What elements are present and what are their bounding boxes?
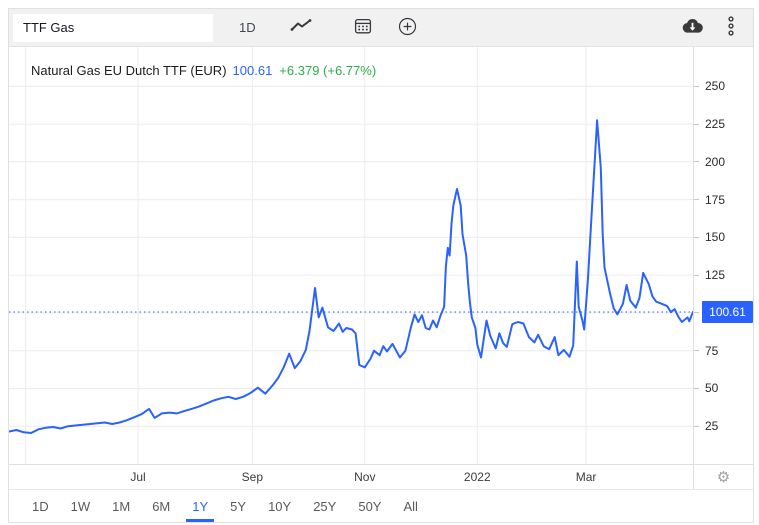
- y-axis-tick-175: 175: [694, 193, 725, 207]
- kebab-menu-icon: [727, 15, 735, 40]
- download-button[interactable]: [676, 15, 709, 40]
- symbol-search-input[interactable]: [13, 13, 213, 42]
- y-axis-label: 25: [705, 419, 719, 434]
- range-button-50y[interactable]: 50Y: [347, 490, 392, 522]
- tick-mark: [694, 387, 699, 389]
- y-axis-tick-50: 50: [694, 381, 718, 395]
- y-axis-tick-200: 200: [694, 155, 725, 169]
- y-axis-label: 250: [705, 79, 726, 94]
- legend-change: +6.379 (+6.77%): [279, 63, 377, 78]
- range-selector: 1D 1W 1M 6M 1Y 5Y 10Y 25Y 50Y All: [9, 489, 753, 522]
- last-price-tag: 100.61: [702, 300, 753, 323]
- range-button-1y[interactable]: 1Y: [181, 490, 219, 522]
- y-axis-label: 50: [705, 381, 719, 396]
- cloud-download-icon: [680, 17, 705, 38]
- y-axis-label: 175: [705, 192, 726, 207]
- x-axis-label-jul: Jul: [130, 470, 146, 484]
- chart-legend: Natural Gas EU Dutch TTF (EUR) 100.61 +6.3…: [31, 63, 376, 78]
- y-axis-label: 225: [705, 117, 726, 132]
- range-button-1d[interactable]: 1D: [21, 490, 60, 522]
- y-axis-label: 125: [705, 268, 726, 283]
- active-range-underline: [186, 519, 215, 522]
- legend-last-price: 100.61: [232, 63, 273, 78]
- tick-mark: [694, 161, 699, 163]
- axis-corner: ⚙: [693, 465, 753, 489]
- chart-body: Natural Gas EU Dutch TTF (EUR) 100.61 +6.3…: [9, 47, 753, 464]
- time-axis-row: Jul Sep Nov 2022 Mar ⚙: [9, 464, 753, 489]
- more-menu-button[interactable]: [723, 13, 739, 42]
- chart-widget: 1D: [8, 8, 754, 523]
- calendar-button[interactable]: [350, 15, 376, 40]
- range-button-1m[interactable]: 1M: [101, 490, 141, 522]
- symbol-title: Natural Gas EU Dutch TTF (EUR): [31, 63, 227, 78]
- price-line-chart[interactable]: [9, 47, 693, 464]
- range-button-25y[interactable]: 25Y: [302, 490, 347, 522]
- tick-mark: [694, 85, 699, 87]
- x-axis-label-mar: Mar: [575, 470, 597, 484]
- calendar-icon: [354, 17, 372, 38]
- tick-mark: [694, 236, 699, 238]
- y-axis-tick-25: 25: [694, 419, 718, 433]
- tick-mark: [694, 123, 699, 125]
- chart-settings-button[interactable]: ⚙: [717, 470, 730, 485]
- y-axis-tick-75: 75: [694, 344, 718, 358]
- range-button-all[interactable]: All: [392, 490, 428, 522]
- y-axis-tick-250: 250: [694, 79, 725, 93]
- x-axis-label-nov: Nov: [354, 470, 376, 484]
- tick-mark: [694, 274, 699, 276]
- price-axis[interactable]: 255075100125150175200225250100.61: [693, 47, 753, 464]
- y-axis-tick-150: 150: [694, 230, 725, 244]
- line-chart-icon: [290, 17, 312, 38]
- x-axis-label-sep: Sep: [241, 470, 264, 484]
- chart-style-button[interactable]: [286, 15, 316, 40]
- y-axis-label: 200: [705, 154, 726, 169]
- interval-button[interactable]: 1D: [235, 18, 260, 37]
- y-axis-tick-125: 125: [694, 268, 725, 282]
- plus-circle-icon: [398, 17, 417, 39]
- tick-mark: [694, 312, 699, 314]
- chart-toolbar: 1D: [9, 9, 753, 47]
- y-axis-label: 150: [705, 230, 726, 245]
- compare-add-button[interactable]: [394, 15, 421, 41]
- y-axis-tick-225: 225: [694, 117, 725, 131]
- range-button-10y[interactable]: 10Y: [257, 490, 302, 522]
- tick-mark: [694, 199, 699, 201]
- range-button-5y[interactable]: 5Y: [219, 490, 257, 522]
- time-axis[interactable]: Jul Sep Nov 2022 Mar: [9, 465, 693, 489]
- price-chart-area[interactable]: Natural Gas EU Dutch TTF (EUR) 100.61 +6.3…: [9, 47, 693, 464]
- gear-icon: ⚙: [716, 468, 731, 486]
- x-axis-label-2022: 2022: [463, 470, 491, 484]
- tick-mark: [694, 350, 699, 352]
- range-button-1w[interactable]: 1W: [60, 490, 102, 522]
- y-axis-label: 75: [705, 343, 719, 358]
- tick-mark: [694, 425, 699, 427]
- range-button-6m[interactable]: 6M: [141, 490, 181, 522]
